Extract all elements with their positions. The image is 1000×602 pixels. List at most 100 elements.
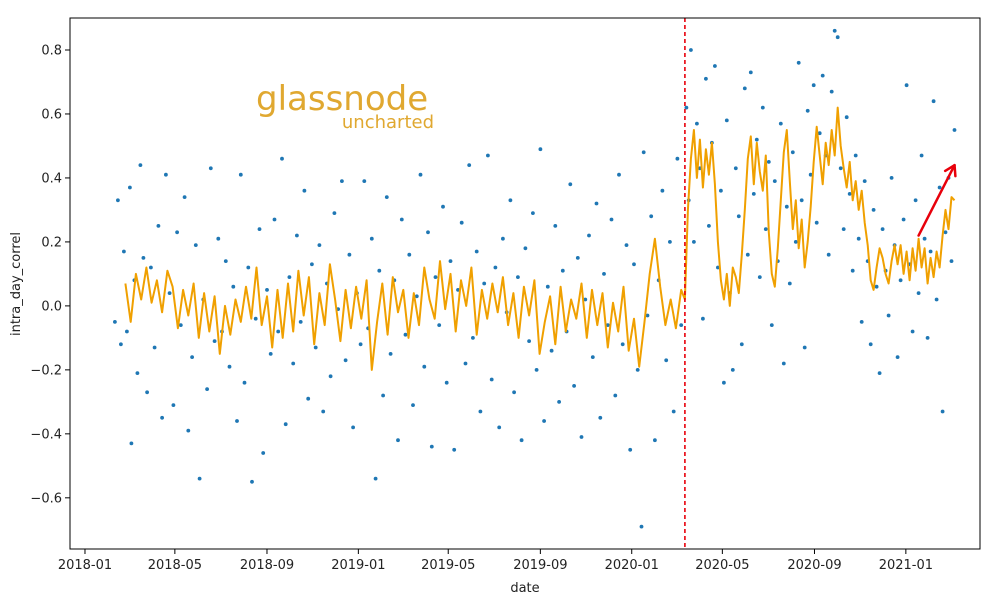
scatter-point — [186, 428, 191, 433]
scatter-point — [437, 323, 442, 327]
scatter-point — [913, 198, 918, 203]
y-tick-label: 0.8 — [41, 43, 62, 58]
scatter-point — [152, 345, 157, 350]
scatter-point — [489, 377, 494, 382]
scatter-point — [351, 425, 355, 430]
scatter-point — [478, 409, 483, 414]
scatter-point — [127, 185, 132, 190]
scatter-point — [722, 380, 726, 385]
scatter-point — [141, 256, 146, 260]
scatter-point — [736, 214, 741, 219]
scatter-point — [802, 345, 807, 350]
scatter-point — [272, 217, 277, 222]
x-tick-label: 2019-05 — [421, 558, 475, 573]
scatter-point — [778, 121, 783, 126]
scatter-point — [713, 64, 717, 68]
scatter-point — [754, 137, 759, 142]
scatter-point — [660, 188, 665, 193]
scatter-point — [411, 403, 415, 407]
x-tick-label: 2020-09 — [787, 558, 841, 573]
scatter-point — [125, 329, 129, 334]
scatter-point — [508, 198, 513, 203]
scatter-point — [733, 166, 738, 171]
scatter-point — [590, 355, 595, 359]
scatter-point — [841, 227, 846, 232]
scatter-point — [280, 156, 284, 161]
scatter-point — [444, 380, 449, 385]
arrow-shaft — [917, 163, 956, 237]
scatter-point — [835, 35, 840, 40]
scatter-point — [216, 236, 221, 241]
scatter-point — [418, 172, 423, 177]
x-tick-label: 2020-01 — [605, 558, 659, 573]
scatter-point — [276, 329, 281, 334]
scatter-point — [769, 323, 774, 327]
scatter-point — [321, 409, 326, 414]
scatter-point — [332, 211, 337, 216]
y-tick-label: 0.0 — [41, 299, 62, 314]
scatter-point — [407, 252, 412, 257]
scatter-point — [719, 188, 723, 193]
scatter-point — [826, 252, 831, 257]
scatter-point — [664, 358, 669, 363]
scatter-point — [486, 153, 490, 158]
scatter-point — [790, 150, 795, 155]
scatter-point — [692, 240, 696, 244]
scatter-point — [560, 268, 565, 273]
scatter-point — [853, 153, 858, 158]
scatter-point — [190, 355, 195, 359]
x-tick-label: 2019-09 — [513, 558, 567, 573]
scatter-point — [684, 105, 689, 110]
scatter-point — [919, 153, 924, 158]
x-tick-label: 2018-01 — [58, 558, 112, 573]
scatter-point — [138, 163, 143, 168]
scatter-point — [373, 476, 378, 481]
y-tick-label: 0.6 — [41, 107, 62, 122]
scatter-point — [448, 259, 453, 263]
scatter-point — [871, 208, 876, 212]
x-axis-title: date — [510, 581, 539, 596]
scatter-point — [922, 236, 927, 241]
scatter-point — [579, 435, 584, 439]
scatter-point — [832, 28, 837, 33]
scatter-point — [856, 236, 861, 241]
scatter-point — [952, 128, 957, 132]
scatter-point — [474, 249, 479, 254]
scatter-point — [399, 217, 404, 222]
scatter-point — [205, 387, 210, 391]
scatter-point — [645, 313, 650, 318]
scatter-point — [531, 211, 535, 216]
plot-background — [70, 18, 980, 549]
scatter-point — [742, 86, 747, 91]
scatter-point — [298, 320, 303, 324]
scatter-point — [796, 60, 801, 65]
scatter-point — [145, 390, 150, 395]
scatter-point — [268, 352, 273, 356]
scatter-point — [377, 268, 382, 273]
scatter-point — [583, 297, 588, 302]
arrow-layer — [917, 163, 957, 237]
scatter-point — [135, 371, 140, 375]
scatter-point — [859, 320, 864, 324]
scatter-point — [609, 217, 614, 222]
scatter-point — [287, 275, 292, 279]
scatter-point — [757, 275, 762, 279]
scatter-point — [519, 438, 524, 443]
scatter-point — [257, 227, 262, 232]
scatter-point — [613, 393, 618, 398]
scatter-point — [934, 297, 939, 302]
scatter-point — [149, 265, 153, 270]
scatter-point — [931, 99, 936, 104]
scatter-point — [916, 291, 921, 295]
scatter-point — [751, 192, 756, 196]
x-tick-label: 2021-01 — [879, 558, 933, 573]
scatter-point — [602, 272, 606, 276]
scatter-point — [182, 195, 187, 200]
y-axis-ticks: −0.6 −0.4 −0.2 0.0 0.2 0.4 0.6 0.8 — [30, 43, 70, 506]
scatter-point — [328, 374, 333, 379]
scatter-point — [238, 172, 243, 177]
scatter-point — [701, 316, 705, 321]
scatter-point — [605, 323, 610, 327]
scatter-point — [886, 313, 891, 318]
scatter-point — [463, 361, 468, 366]
